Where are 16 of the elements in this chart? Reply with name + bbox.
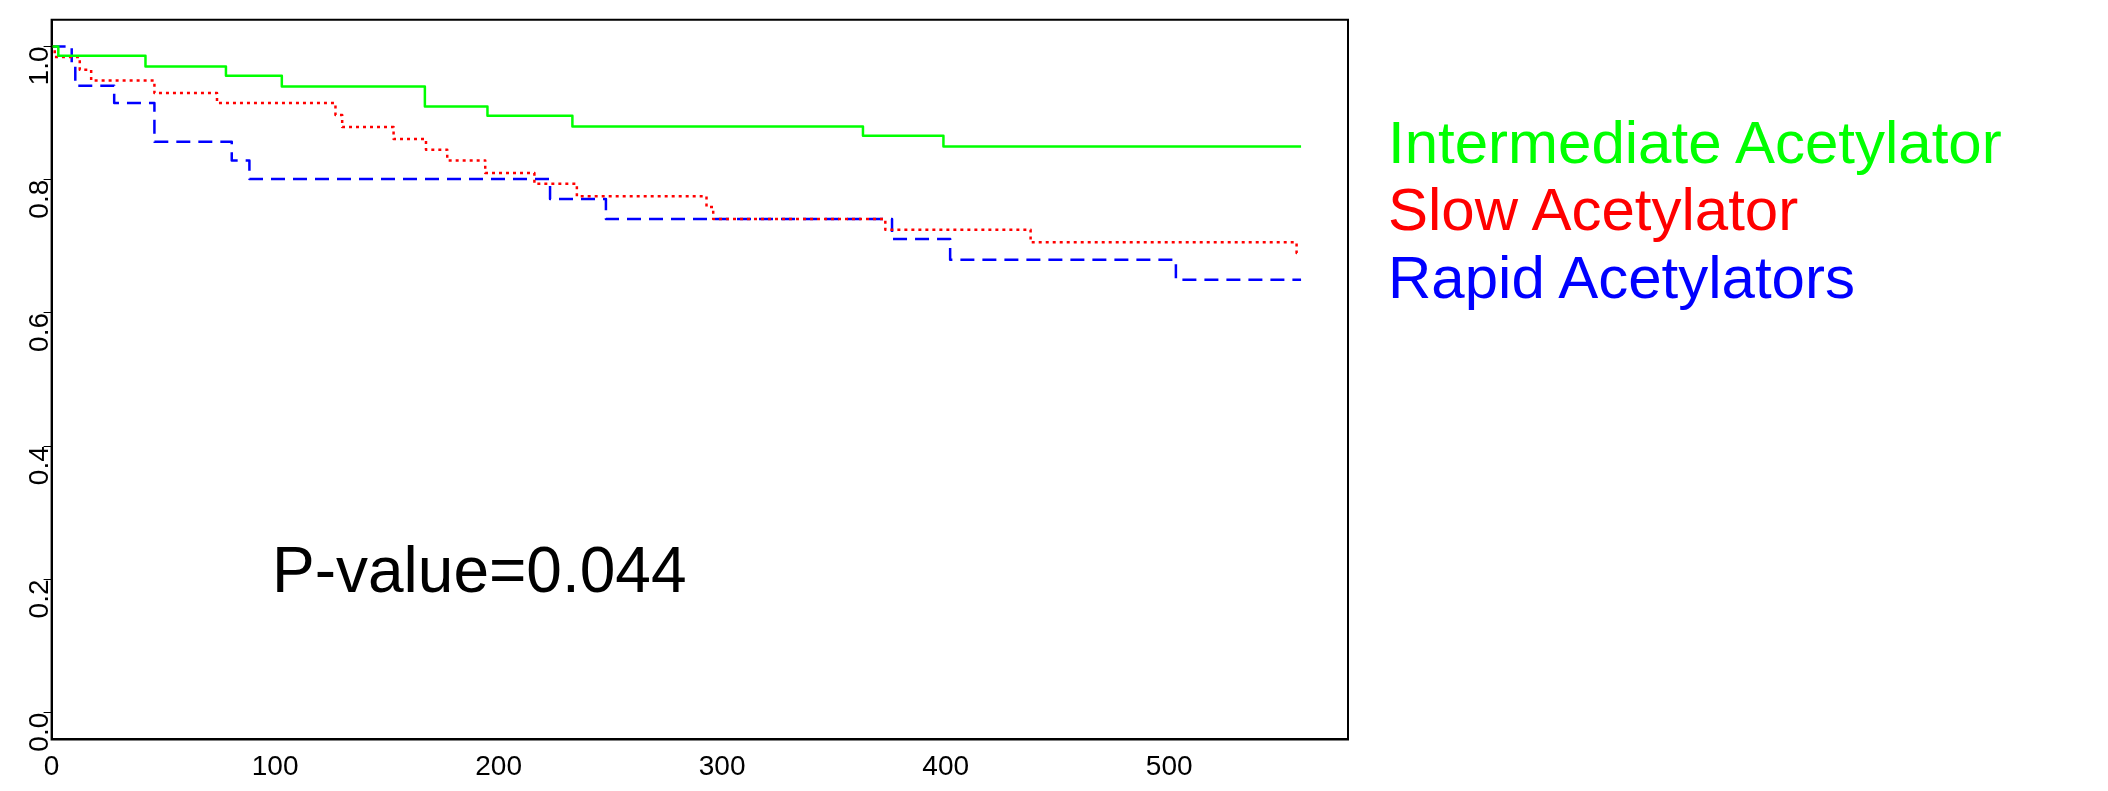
y-tick-label: 0.4 bbox=[23, 446, 55, 486]
annotation: P-value=0.044 bbox=[271, 533, 687, 606]
y-tick-label: 0.6 bbox=[23, 312, 55, 352]
x-tick-label: 300 bbox=[698, 749, 746, 781]
y-tick-label: 1.0 bbox=[23, 46, 55, 86]
y-tick-label: 0.8 bbox=[23, 179, 55, 219]
y-tick-label: 0.2 bbox=[23, 579, 55, 619]
x-tick-label: 500 bbox=[1145, 749, 1193, 781]
y-tick-label: 0.0 bbox=[23, 712, 55, 752]
x-tick-label: 200 bbox=[475, 749, 522, 781]
series-label: Rapid Acetylators bbox=[1388, 243, 1856, 311]
series-label: Intermediate Acetylator bbox=[1388, 109, 2002, 177]
series-label: Slow Acetylator bbox=[1388, 176, 1800, 244]
x-tick-label: 400 bbox=[922, 749, 970, 781]
x-tick-label: 100 bbox=[251, 749, 299, 781]
x-tick-label: 0 bbox=[43, 749, 60, 781]
